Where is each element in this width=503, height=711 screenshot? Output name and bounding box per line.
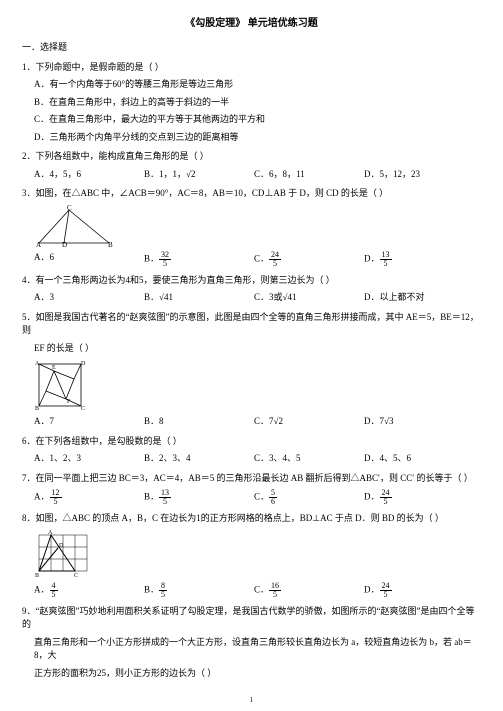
q1-opt-b: B．在直角三角形中，斜边上的高等于斜边的一半 bbox=[22, 96, 481, 110]
q4-stem: 4．有一个三角形两边长为4和5，要使三角形为直角三角形，则第三边长为（ ） bbox=[22, 274, 481, 288]
doc-title: 《勾股定理》 单元培优练习题 bbox=[22, 16, 481, 31]
svg-text:A: A bbox=[36, 241, 41, 247]
q6-opt-d: D．4、5、6 bbox=[364, 452, 474, 466]
q3-opt-a: A．6 bbox=[34, 251, 144, 268]
q4-opt-d: D．以上都不对 bbox=[364, 291, 474, 305]
q2-opt-b: B．1，1，√2 bbox=[144, 168, 254, 182]
q8-stem: 8．如图，△ABC 的顶点 A，B，C 在边长为1的正方形网格的格点上，BD⊥A… bbox=[22, 512, 481, 526]
svg-text:C: C bbox=[67, 205, 72, 212]
q5-stem-b: EF 的长是（ ） bbox=[22, 342, 481, 356]
q2-opt-d: D．5，12，23 bbox=[364, 168, 474, 182]
q3-figure: A D B C bbox=[34, 205, 481, 247]
svg-text:B: B bbox=[108, 241, 113, 247]
svg-text:A: A bbox=[35, 361, 40, 367]
q7-opt-b: B．135 bbox=[144, 489, 254, 506]
q8-opt-a: A．45 bbox=[34, 582, 144, 599]
question-9: 9．“赵爽弦图”巧妙地利用面积关系证明了勾股定理，是我国古代数学的骄傲，如图所示… bbox=[22, 605, 481, 681]
svg-text:F: F bbox=[67, 399, 71, 405]
q6-stem: 6．在下列各组数中，是勾股数的是（ ） bbox=[22, 435, 481, 449]
q4-opt-c: C．3或√41 bbox=[254, 291, 364, 305]
question-8: 8．如图，△ABC 的顶点 A，B，C 在边长为1的正方形网格的格点上，BD⊥A… bbox=[22, 512, 481, 599]
q5-opt-d: D．7√3 bbox=[364, 415, 474, 429]
q2-opt-c: C．6，8，11 bbox=[254, 168, 364, 182]
question-3: 3．如图，在△ABC 中，∠ACB＝90°，AC＝8，AB＝10，CD⊥AB 于… bbox=[22, 187, 481, 268]
question-4: 4．有一个三角形两边长为4和5，要使三角形为直角三角形，则第三边长为（ ） A．… bbox=[22, 274, 481, 305]
q5-opt-b: B．8 bbox=[144, 415, 254, 429]
q1-stem: 1．下列命题中，是假命题的是（ ） bbox=[22, 61, 481, 75]
q8-opt-d: D．245 bbox=[364, 582, 474, 599]
q6-opt-a: A．1、2、3 bbox=[34, 452, 144, 466]
svg-text:B: B bbox=[35, 406, 39, 411]
section-heading: 一．选择题 bbox=[22, 41, 481, 55]
q1-opt-a: A．有一个内角等于60°的等腰三角形是等边三角形 bbox=[22, 78, 481, 92]
q6-opt-c: C．3、4、5 bbox=[254, 452, 364, 466]
q3-opt-b: B．325 bbox=[144, 251, 254, 268]
q9-stem-b: 直角三角形和一个小正方形拼成的一个大正方形，设直角三角形较长直角边长为 a，较短… bbox=[22, 636, 481, 663]
q1-opt-d: D．三角形两个内角平分线的交点到三边的距离相等 bbox=[22, 131, 481, 145]
svg-text:B: B bbox=[35, 573, 39, 578]
q2-stem: 2．下列各组数中，能构成直角三角形的是（ ） bbox=[22, 150, 481, 164]
q1-opt-c: C．在直角三角形中，最大边的平方等于其他两边的平方和 bbox=[22, 113, 481, 127]
q5-opt-a: A．7 bbox=[34, 415, 144, 429]
q5-stem-a: 5．如图是我国古代著名的“赵爽弦图”的示意图，此图是由四个全等的直角三角形拼接而… bbox=[22, 311, 481, 338]
q7-opt-d: D．245 bbox=[364, 489, 474, 506]
svg-text:D: D bbox=[62, 241, 67, 247]
q3-opt-d: D．135 bbox=[364, 251, 474, 268]
q8-figure: A B C D bbox=[34, 530, 481, 578]
svg-text:D: D bbox=[59, 543, 64, 549]
svg-text:C: C bbox=[74, 573, 78, 578]
q5-figure: A D B C E F bbox=[34, 359, 481, 411]
svg-text:A: A bbox=[48, 530, 53, 536]
question-7: 7．在同一平面上把三边 BC＝3，AC＝4，AB＝5 的三角形沿最长边 AB 翻… bbox=[22, 472, 481, 507]
q5-opt-c: C．7√2 bbox=[254, 415, 364, 429]
svg-text:E: E bbox=[52, 365, 56, 371]
svg-text:C: C bbox=[81, 406, 85, 411]
q3-stem: 3．如图，在△ABC 中，∠ACB＝90°，AC＝8，AB＝10，CD⊥AB 于… bbox=[22, 187, 481, 201]
q7-opt-c: C．56 bbox=[254, 489, 364, 506]
page-number: 1 bbox=[0, 695, 503, 706]
question-2: 2．下列各组数中，能构成直角三角形的是（ ） A．4，5，6 B．1，1，√2 … bbox=[22, 150, 481, 181]
q3-opt-c: C．245 bbox=[254, 251, 364, 268]
q6-opt-b: B．2、3、4 bbox=[144, 452, 254, 466]
q4-opt-a: A．3 bbox=[34, 291, 144, 305]
question-6: 6．在下列各组数中，是勾股数的是（ ） A．1、2、3 B．2、3、4 C．3、… bbox=[22, 435, 481, 466]
q8-opt-c: C．165 bbox=[254, 582, 364, 599]
q9-stem-a: 9．“赵爽弦图”巧妙地利用面积关系证明了勾股定理，是我国古代数学的骄傲，如图所示… bbox=[22, 605, 481, 632]
q7-opt-a: A．125 bbox=[34, 489, 144, 506]
q9-stem-c: 正方形的面积为25，则小正方形的边长为（ ） bbox=[22, 667, 481, 681]
svg-text:D: D bbox=[81, 361, 86, 367]
question-5: 5．如图是我国古代著名的“赵爽弦图”的示意图，此图是由四个全等的直角三角形拼接而… bbox=[22, 311, 481, 429]
q7-stem: 7．在同一平面上把三边 BC＝3，AC＝4，AB＝5 的三角形沿最长边 AB 翻… bbox=[22, 472, 481, 486]
question-1: 1．下列命题中，是假命题的是（ ） A．有一个内角等于60°的等腰三角形是等边三… bbox=[22, 61, 481, 145]
q8-opt-b: B．85 bbox=[144, 582, 254, 599]
q2-opt-a: A．4，5，6 bbox=[34, 168, 144, 182]
q4-opt-b: B．√41 bbox=[144, 291, 254, 305]
